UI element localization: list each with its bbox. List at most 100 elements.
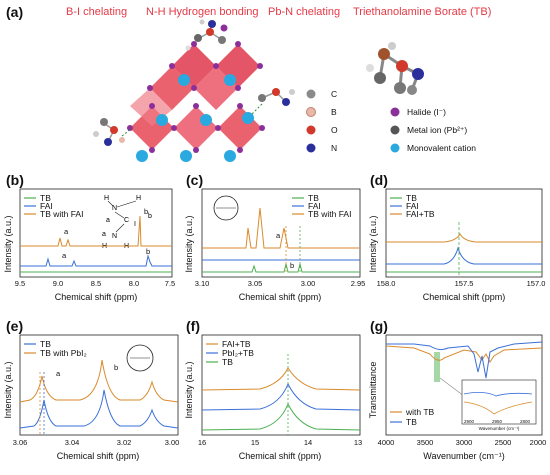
panel-b-tick-4: 7.5 (165, 279, 175, 288)
halide-ions (127, 41, 265, 153)
panel-e-tick-3: 3.00 (165, 438, 180, 447)
panel-f-legend-faitb: FAI+TB (222, 339, 251, 349)
panel-b-label: (b) (6, 172, 24, 188)
panel-c-legend-tbfai: TB with FAI (308, 209, 351, 219)
oxygen-swatch (306, 125, 316, 135)
panel-g-inset-pointer (439, 377, 465, 397)
panel-b-ylabel: Intensity (a.u.) (3, 215, 13, 272)
panel-g-inset (461, 379, 537, 425)
panel-d-series-fai (386, 246, 542, 265)
panel-d-series-faitb (386, 232, 542, 243)
atom-legend-svg: C B O N Halide (I⁻) Metal ion (Pb²⁺) Mon… (306, 89, 476, 153)
panel-b-tick-0: 9.5 (15, 279, 25, 288)
panel-f-tick-0: 16 (198, 438, 206, 447)
legend-nitrogen: N (331, 143, 337, 153)
panel-c-xlabel: Chemical shift (ppm) (239, 292, 322, 302)
panel-b-chart: Intensity (a.u.) TB FAI TB with FAI H H … (3, 188, 175, 302)
panel-b-xlabel: Chemical shift (ppm) (55, 292, 138, 302)
panel-d-chart: Intensity (a.u.) TB FAI FAI+TB 158.0 157… (368, 188, 546, 302)
panel-g-series-tb (386, 341, 543, 379)
panel-e-peak-b: b (114, 363, 118, 372)
panel-e-label: (e) (6, 318, 24, 334)
panel-g-inset-tick-0: 2900 (464, 419, 475, 424)
panel-f-tick-3: 13 (354, 438, 362, 447)
panel-b-tick-2: 8.5 (91, 279, 101, 288)
panel-b-tick-3: 8.0 (129, 279, 139, 288)
panel-e-tick-2: 3.02 (117, 438, 132, 447)
legend-cation: Monovalent cation (407, 143, 476, 153)
panel-g-tick-2: 3000 (456, 438, 473, 447)
panel-g-tick-3: 2500 (495, 438, 512, 447)
panel-g-tick-0: 4000 (378, 438, 395, 447)
panel-c-tick-1: 3.05 (248, 279, 263, 288)
panel-b-frame (19, 188, 173, 278)
tb-molecule-model (366, 42, 424, 95)
svg-text:I: I (134, 221, 136, 228)
panel-b-peak-a-top: a (64, 227, 69, 236)
panel-c-peak-b: b (290, 261, 294, 270)
panel-c-label: (c) (186, 172, 204, 188)
panel-d-legend-tb: TB (406, 193, 417, 203)
panel-e-ylabel: Intensity (a.u.) (3, 361, 13, 418)
panel-g-ylabel: Transmittance (368, 362, 378, 419)
panel-c-tick-3: 2.95 (351, 279, 366, 288)
octahedra-lattice (130, 44, 262, 150)
atom-legend: C B O N Halide (I⁻) Metal ion (Pb²⁺) Mon… (295, 86, 515, 166)
panel-b-legend-fai: FAI (40, 201, 53, 211)
legend-oxygen: O (331, 125, 338, 135)
panel-g-xlabel: Wavenumber (cm⁻¹) (423, 451, 504, 461)
panel-e-series-tbpbi (19, 359, 179, 403)
svg-text:N: N (112, 205, 117, 212)
label-b-i-chelating: B-I chelating (66, 6, 128, 18)
metal-ion-swatch (390, 125, 400, 135)
panel-d-frame (385, 188, 543, 278)
panel-e-xlabel: Chemical shift (ppm) (57, 451, 140, 461)
panel-d-xlabel: Chemical shift (ppm) (423, 292, 506, 302)
panel-f-series-tb (201, 402, 361, 431)
panel-g-tick-4: 2000 (530, 438, 547, 447)
panel-c-tick-2: 3.00 (301, 279, 316, 288)
panel-c-chart: Intensity (a.u.) TB FAI TB with FAI a b … (184, 188, 366, 302)
svg-text:N: N (112, 233, 117, 240)
monovalent-cations (136, 74, 254, 162)
tb-ring-sketch-e (126, 344, 154, 372)
panel-g-inset-tick-2: 2800 (520, 419, 531, 424)
svg-text:a: a (106, 217, 110, 224)
panel-e-chart: Intensity (a.u.) TB TB with PbI₂ a b 3.0… (3, 334, 180, 461)
panel-f-ylabel: Intensity (a.u.) (184, 361, 194, 418)
panel-b-peak-a-fai: a (62, 251, 67, 260)
panel-c-legend-fai: FAI (308, 201, 321, 211)
panel-g-series-withtb (385, 345, 543, 363)
panel-g-legend-withtb: with TB (405, 407, 435, 417)
panel-b-series-tbfai (20, 215, 172, 247)
perovskite-structure-illustration (93, 19, 424, 162)
boron-swatch (306, 107, 316, 117)
panel-g-frame (385, 334, 543, 436)
panel-e-legend-tb: TB (40, 339, 51, 349)
panel-b-legend-tb: TB (40, 193, 51, 203)
svg-text:b: b (148, 213, 152, 220)
svg-text:H: H (104, 195, 109, 202)
panel-b-legend-tbfai: TB with FAI (40, 209, 83, 219)
panel-c-series-tbfai (202, 207, 360, 249)
panel-g-inset-orange (463, 401, 533, 415)
nitrogen-swatch (306, 143, 316, 153)
legend-carbon: C (331, 89, 337, 99)
panel-d-tick-1: 157.5 (455, 279, 474, 288)
panel-d-tick-2: 157.0 (527, 279, 546, 288)
carbon-swatch (306, 89, 316, 99)
panel-c-legend-tb: TB (308, 193, 319, 203)
panel-b-xticks: 9.5 9.0 8.5 8.0 7.5 (15, 279, 175, 288)
panel-d-legend-fai: FAI (406, 201, 419, 211)
svg-text:C: C (124, 217, 129, 224)
panel-f-tick-1: 15 (251, 438, 259, 447)
label-pb-n-chelating: Pb-N chelating (268, 6, 341, 18)
panel-f-chart: Intensity (a.u.) FAI+TB PbI₂+TB TB 16 15… (184, 334, 362, 461)
panel-g-inset-tick-1: 2950 (492, 419, 503, 424)
panel-f-series-faitb (201, 366, 361, 391)
panel-b-series-fai (20, 254, 172, 267)
panel-c-frame (201, 188, 361, 278)
panel-f-legend-pbitb: PbI₂+TB (222, 348, 254, 358)
panel-g-tick-1: 3500 (417, 438, 434, 447)
panel-f-legend-tb: TB (222, 357, 233, 367)
